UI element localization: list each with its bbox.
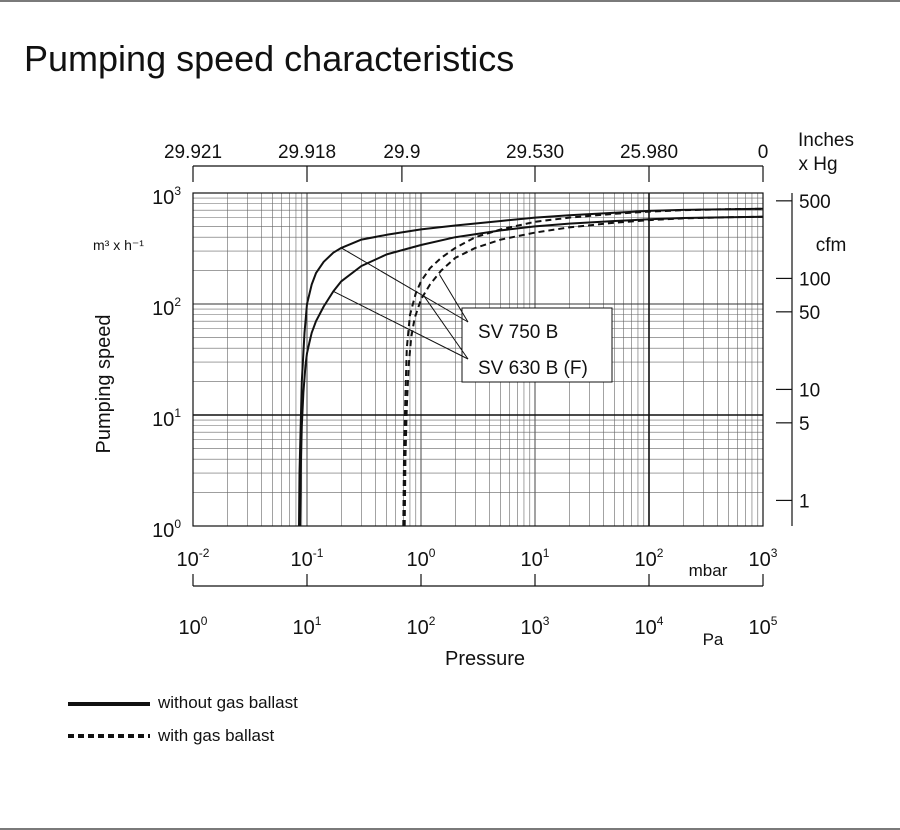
annotation-sv630: SV 630 B (F)	[478, 358, 588, 379]
legend: without gas ballast with gas ballast	[68, 693, 298, 745]
right-tick-label: 50	[799, 303, 820, 324]
page-title: Pumping speed characteristics	[24, 38, 515, 79]
x-tick-label-pa: 101	[293, 614, 322, 639]
leader-line-sv630	[423, 294, 469, 360]
legend-label-dashed: with gas ballast	[157, 726, 275, 745]
legend-label-solid: without gas ballast	[157, 693, 298, 712]
x-tick-label-pa: 104	[635, 614, 664, 639]
top-rule	[0, 0, 900, 2]
x-tick-label-pa: 103	[521, 614, 550, 639]
right-tick-label: 1	[799, 491, 810, 512]
annotations: SV 750 B SV 630 B (F)	[333, 247, 613, 383]
series-line-3	[402, 207, 764, 527]
right-tick-label: 100	[799, 269, 831, 290]
y-tick-label: 102	[152, 295, 181, 320]
x-tick-label-pa: 102	[407, 614, 436, 639]
y-tick-label: 103	[152, 184, 181, 209]
series-line-4	[403, 215, 764, 527]
right-tick-label: 500	[799, 192, 831, 213]
top-axis-unit-line1: Inches	[798, 130, 854, 151]
top-tick-label: 29.9	[383, 142, 420, 163]
leader-line-sv630	[333, 290, 469, 360]
plot-frame	[192, 192, 764, 527]
x-tick-label-mbar: 101	[521, 546, 550, 571]
annotation-sv750: SV 750 B	[478, 322, 558, 343]
x-tick-label-mbar: 10-1	[291, 546, 324, 571]
x-unit-mbar: mbar	[689, 561, 728, 580]
callout-box	[461, 307, 613, 383]
y-axis-unit: m³ x h⁻¹	[93, 237, 144, 253]
x-tick-label-mbar: 10-2	[177, 546, 210, 571]
leader-line-sv750	[341, 247, 469, 323]
series-line-2	[299, 215, 764, 527]
curves	[298, 207, 764, 527]
y-tick-label: 100	[152, 517, 181, 542]
bottom-rule	[0, 828, 900, 830]
x-unit-pa: Pa	[703, 630, 724, 649]
x-tick-label-mbar: 100	[407, 546, 436, 571]
x-tick-label-pa: 105	[749, 614, 778, 639]
x-tick-label-pa: 100	[179, 614, 208, 639]
top-tick-label: 29.918	[278, 142, 336, 163]
right-tick-label: 10	[799, 380, 820, 401]
x-tick-label-mbar: 102	[635, 546, 664, 571]
right-axis-unit: cfm	[816, 235, 847, 256]
top-tick-label: 0	[758, 142, 769, 163]
top-axis-unit-line2: x Hg	[798, 154, 837, 175]
y-axis-title: Pumping speed	[93, 315, 115, 454]
y-tick-label: 101	[152, 406, 181, 431]
right-tick-label: 5	[799, 414, 810, 435]
x-tick-label-mbar: 103	[749, 546, 778, 571]
top-tick-label: 25.980	[620, 142, 678, 163]
x-axis-title: Pressure	[445, 648, 525, 670]
top-tick-label: 29.530	[506, 142, 564, 163]
top-tick-label: 29.921	[164, 142, 222, 163]
leader-line-sv750	[438, 274, 469, 323]
